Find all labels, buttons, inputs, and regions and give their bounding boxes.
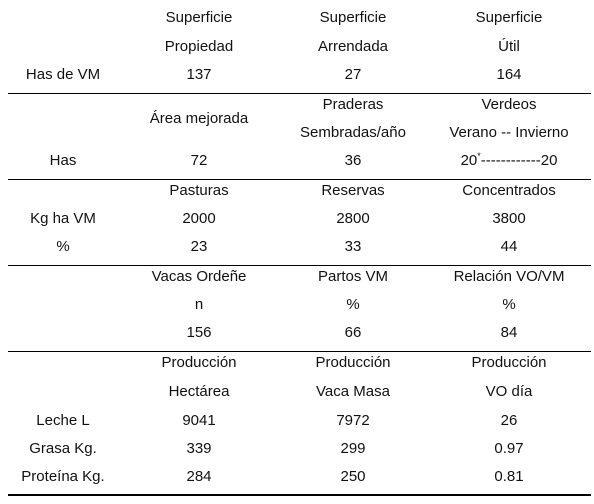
table-cell: 0.81 [494, 468, 524, 485]
column-header: VO día [485, 383, 533, 400]
column-header: Verdeos [481, 96, 537, 113]
column-header: Relación VO/VM [453, 268, 565, 285]
column-header: Reservas [321, 182, 385, 199]
row-label: % [56, 238, 70, 255]
column-header: Producción [315, 354, 391, 371]
table-cell: 0.97 [494, 440, 524, 457]
column-header: Arrendada [317, 38, 389, 55]
table-cell: 36 [344, 152, 362, 169]
column-header: Praderas [322, 96, 384, 113]
row-label: Leche L [36, 412, 90, 429]
column-header: Área mejorada [149, 110, 249, 127]
column-header: Concentrados [462, 182, 556, 199]
table-cell: 44 [500, 238, 518, 255]
column-header: % [346, 296, 360, 313]
table-cell: 284 [186, 468, 212, 485]
column-header: Partos VM [317, 268, 389, 285]
table-cell: 7972 [336, 412, 370, 429]
verdeos-cell: 20*------------20 [460, 151, 558, 170]
column-header: Pasturas [169, 182, 229, 199]
column-header: Propiedad [164, 38, 234, 55]
table-cell: 27 [344, 66, 362, 83]
row-label: Kg ha VM [30, 210, 96, 227]
table-cell: 250 [340, 468, 366, 485]
table-bottom-border [8, 494, 591, 496]
column-header: Sembradas/año [300, 124, 406, 141]
table-cell: 299 [340, 440, 366, 457]
table-cell: 72 [190, 152, 208, 169]
section-divider-3 [8, 265, 591, 266]
table-cell: 164 [496, 66, 522, 83]
row-label: Proteína Kg. [21, 468, 105, 485]
table-cell: 156 [186, 324, 212, 341]
table-cell: 3800 [492, 210, 526, 227]
column-header: Vaca Masa [316, 383, 390, 400]
table-cell: 33 [344, 238, 362, 255]
column-header: Útil [498, 38, 520, 55]
column-header: n [194, 296, 204, 313]
table-cell: 2000 [182, 210, 216, 227]
column-header: % [502, 296, 516, 313]
table-cell: 23 [190, 238, 208, 255]
column-header: Producción [161, 354, 237, 371]
table-cell: 339 [186, 440, 212, 457]
column-header: Hectárea [168, 383, 230, 400]
section-divider-2 [8, 179, 591, 180]
table-cell: 9041 [182, 412, 216, 429]
table-cell: 66 [344, 324, 362, 341]
column-header: Superficie [319, 9, 387, 26]
column-header: Superficie [475, 9, 543, 26]
table-cell: 26 [500, 412, 518, 429]
column-header: Superficie [165, 9, 233, 26]
row-label: Grasa Kg. [29, 440, 97, 457]
section-divider-4 [8, 351, 591, 352]
column-header: Vacas Ordeñe [151, 268, 247, 285]
row-label: Has de VM [25, 66, 101, 83]
table-cell: 2800 [336, 210, 370, 227]
table-cell: 84 [500, 324, 518, 341]
column-header: Verano -- Invierno [449, 124, 569, 141]
row-label: Has [49, 152, 77, 169]
table-cell: 137 [186, 66, 212, 83]
column-header: Producción [471, 354, 547, 371]
section-divider-1 [8, 93, 591, 94]
